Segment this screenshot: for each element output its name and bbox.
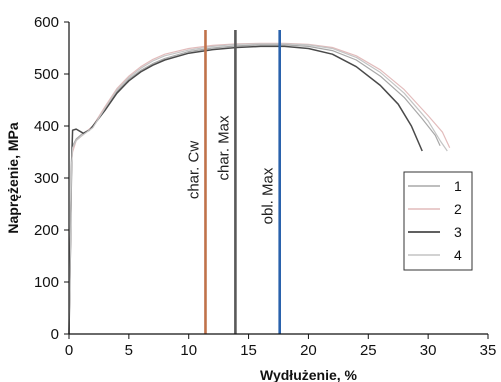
y-tick-label: 300 [34,170,59,187]
x-tick-label: 5 [125,342,133,359]
legend-label-2: 2 [454,201,462,217]
legend-label-4: 4 [454,247,462,263]
y-axis-ticks: 0 100 200 300 400 500 600 [34,14,69,343]
series-line-4 [68,43,448,335]
marker-label: char. Cw [185,141,202,200]
x-tick-label: 30 [420,342,437,359]
x-tick-label: 25 [360,342,377,359]
x-tick-label: 15 [240,342,257,359]
x-tick-label: 20 [300,342,317,359]
legend-label-1: 1 [454,178,462,194]
series-line-1 [68,44,441,335]
marker-label: char. Max [215,115,232,181]
y-tick-label: 200 [34,222,59,239]
legend-label-3: 3 [454,224,462,240]
marker-label: obl. Max [260,167,277,224]
axes: 0 5 10 15 20 25 30 35 0 100 200 300 400 500 600 [34,14,496,359]
legend: 1 2 3 4 [403,171,473,271]
x-axis-ticks: 0 5 10 15 20 25 30 35 [65,334,497,359]
y-tick-label: 0 [51,326,59,343]
plot-area: char. Cw char. Max obl. Max [68,30,451,335]
y-axis-title: Naprężenie, MPa [5,122,21,233]
y-tick-label: 100 [34,274,59,291]
series-line-3 [68,45,423,335]
x-tick-label: 35 [480,342,497,359]
y-tick-label: 500 [34,66,59,83]
legend-box [403,171,473,271]
x-tick-label: 0 [65,342,73,359]
y-tick-label: 600 [34,14,59,31]
x-tick-label: 10 [180,342,197,359]
y-tick-label: 400 [34,118,59,135]
x-axis-title: Wydłużenie, % [260,367,358,382]
